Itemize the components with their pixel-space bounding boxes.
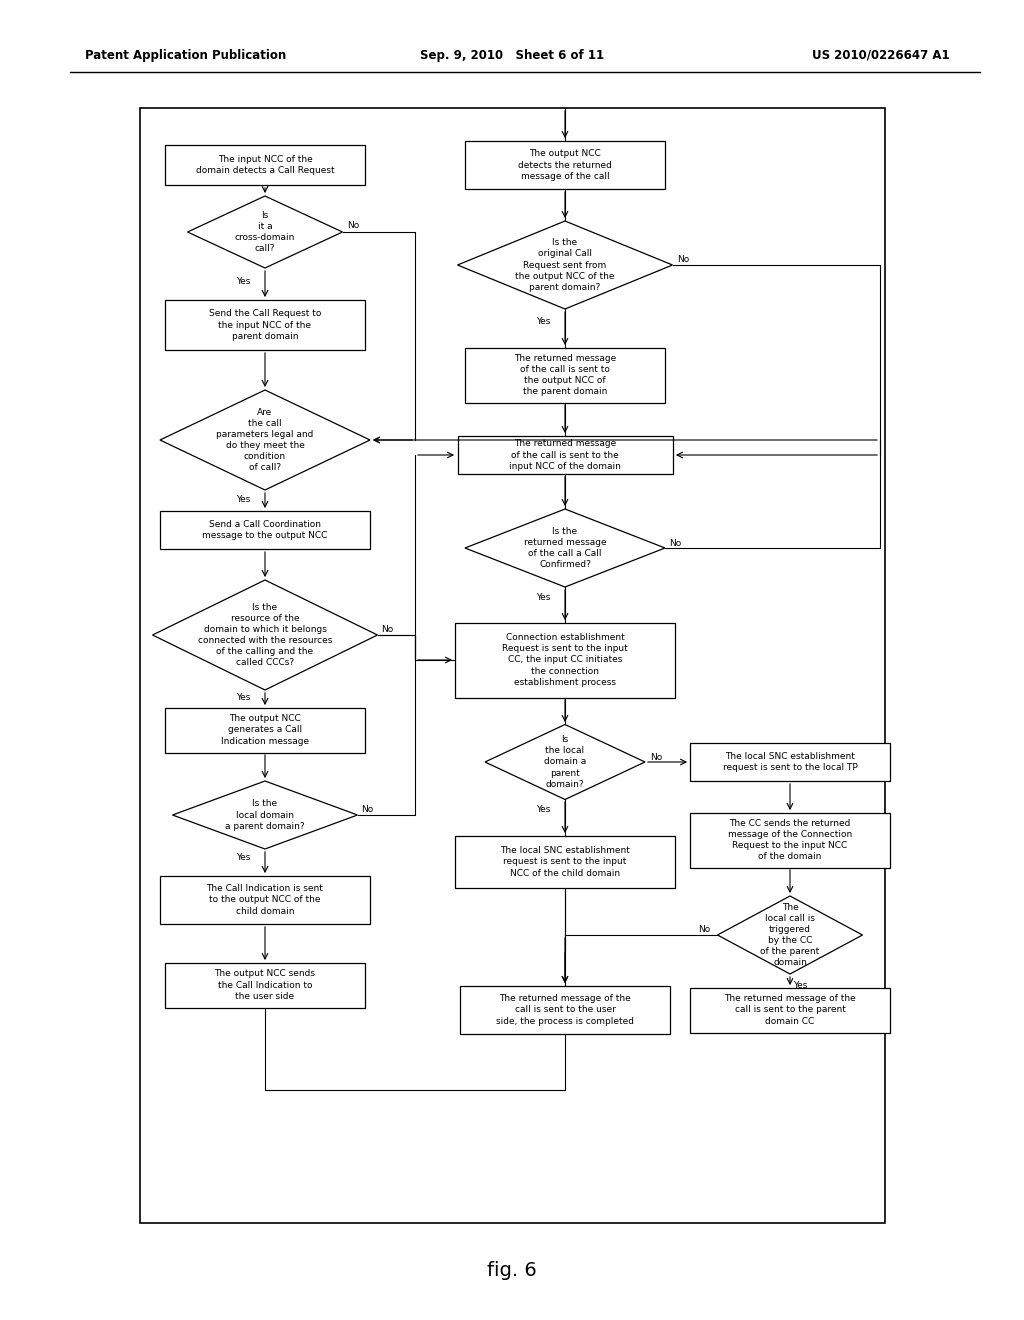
Text: The local SNC establishment
request is sent to the input
NCC of the child domain: The local SNC establishment request is s… bbox=[500, 846, 630, 878]
Bar bbox=[165, 708, 365, 752]
Polygon shape bbox=[187, 195, 342, 268]
Polygon shape bbox=[458, 220, 673, 309]
Text: The output NCC
generates a Call
Indication message: The output NCC generates a Call Indicati… bbox=[221, 714, 309, 746]
Polygon shape bbox=[465, 510, 665, 587]
Bar bbox=[165, 962, 365, 1007]
Polygon shape bbox=[485, 725, 645, 800]
Text: Send the Call Request to
the input NCC of the
parent domain: Send the Call Request to the input NCC o… bbox=[209, 309, 322, 341]
Text: Yes: Yes bbox=[793, 981, 807, 990]
Bar bbox=[458, 436, 673, 474]
Text: The
local call is
triggered
by the CC
of the parent
domain: The local call is triggered by the CC of… bbox=[761, 903, 819, 968]
Text: Is the
returned message
of the call a Call
Confirmed?: Is the returned message of the call a Ca… bbox=[523, 527, 606, 569]
Text: Yes: Yes bbox=[236, 854, 250, 862]
Bar bbox=[160, 511, 370, 549]
Text: The input NCC of the
domain detects a Call Request: The input NCC of the domain detects a Ca… bbox=[196, 154, 334, 176]
Polygon shape bbox=[160, 389, 370, 490]
Polygon shape bbox=[172, 781, 357, 849]
Text: The returned message of the
call is sent to the parent
domain CC: The returned message of the call is sent… bbox=[724, 994, 856, 1026]
Text: No: No bbox=[677, 256, 689, 264]
Polygon shape bbox=[153, 579, 378, 690]
Text: fig. 6: fig. 6 bbox=[487, 1261, 537, 1279]
Bar bbox=[455, 623, 675, 697]
Text: The Call Indication is sent
to the output NCC of the
child domain: The Call Indication is sent to the outpu… bbox=[207, 884, 324, 916]
Text: Are
the call
parameters legal and
do they meet the
condition
of call?: Are the call parameters legal and do the… bbox=[216, 408, 313, 473]
Text: The returned message
of the call is sent to the
input NCC of the domain: The returned message of the call is sent… bbox=[509, 440, 621, 471]
Text: Patent Application Publication: Patent Application Publication bbox=[85, 49, 287, 62]
Text: The returned message of the
call is sent to the user
side, the process is comple: The returned message of the call is sent… bbox=[496, 994, 634, 1026]
Bar bbox=[690, 987, 890, 1032]
Text: No: No bbox=[347, 222, 359, 231]
Text: Is
the local
domain a
parent
domain?: Is the local domain a parent domain? bbox=[544, 735, 586, 789]
Text: Is
it a
cross-domain
call?: Is it a cross-domain call? bbox=[234, 211, 295, 253]
Bar bbox=[690, 813, 890, 867]
Text: Is the
original Call
Request sent from
the output NCC of the
parent domain?: Is the original Call Request sent from t… bbox=[515, 239, 614, 292]
Text: Yes: Yes bbox=[536, 804, 550, 813]
Bar bbox=[690, 743, 890, 781]
Text: Yes: Yes bbox=[236, 495, 250, 504]
Text: Is the
local domain
a parent domain?: Is the local domain a parent domain? bbox=[225, 800, 305, 830]
Text: Yes: Yes bbox=[236, 277, 250, 286]
Text: The CC sends the returned
message of the Connection
Request to the input NCC
of : The CC sends the returned message of the… bbox=[728, 818, 852, 861]
Text: Sep. 9, 2010   Sheet 6 of 11: Sep. 9, 2010 Sheet 6 of 11 bbox=[420, 49, 604, 62]
Text: No: No bbox=[669, 539, 681, 548]
Bar bbox=[465, 347, 665, 403]
Text: No: No bbox=[381, 626, 393, 635]
Bar bbox=[140, 108, 885, 1224]
Text: Yes: Yes bbox=[536, 317, 550, 326]
Bar bbox=[460, 986, 670, 1034]
Text: No: No bbox=[361, 805, 374, 814]
Text: US 2010/0226647 A1: US 2010/0226647 A1 bbox=[812, 49, 950, 62]
Bar bbox=[165, 145, 365, 185]
Bar bbox=[160, 876, 370, 924]
Text: The returned message
of the call is sent to
the output NCC of
the parent domain: The returned message of the call is sent… bbox=[514, 354, 616, 396]
Text: Yes: Yes bbox=[236, 693, 250, 702]
Text: The output NCC sends
the Call Indication to
the user side: The output NCC sends the Call Indication… bbox=[214, 969, 315, 1001]
Polygon shape bbox=[718, 896, 862, 974]
Bar bbox=[455, 836, 675, 888]
Text: The local SNC establishment
request is sent to the local TP: The local SNC establishment request is s… bbox=[723, 752, 857, 772]
Text: Connection establishment
Request is sent to the input
CC, the input CC initiates: Connection establishment Request is sent… bbox=[502, 634, 628, 686]
Text: No: No bbox=[650, 752, 663, 762]
Text: Is the
resource of the
domain to which it belongs
connected with the resources
o: Is the resource of the domain to which i… bbox=[198, 603, 332, 667]
Text: Send a Call Coordination
message to the output NCC: Send a Call Coordination message to the … bbox=[203, 520, 328, 540]
Bar bbox=[165, 300, 365, 350]
Bar bbox=[465, 141, 665, 189]
Text: The output NCC
detects the returned
message of the call: The output NCC detects the returned mess… bbox=[518, 149, 612, 181]
Text: No: No bbox=[697, 925, 710, 935]
Text: Yes: Yes bbox=[536, 594, 550, 602]
